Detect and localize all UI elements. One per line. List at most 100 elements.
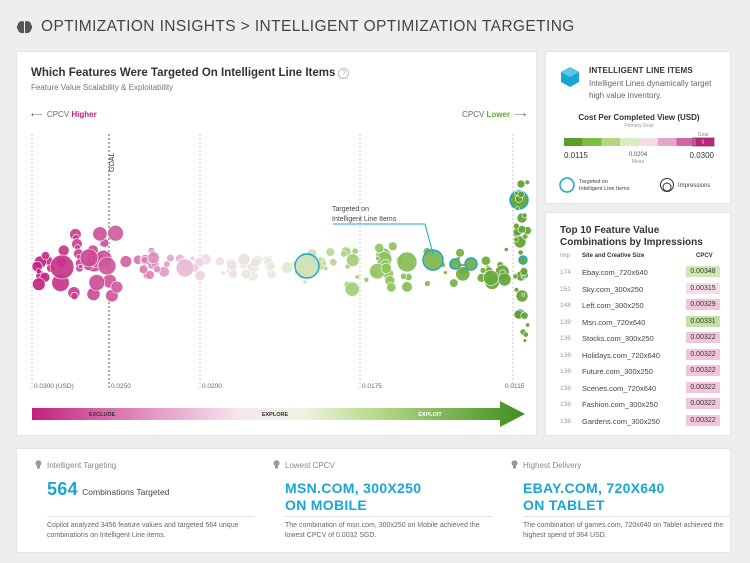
row-site: Fashion.com_300x250 [582,400,658,409]
callout-line2: Intelligent Line Items [332,216,397,223]
bubble [35,268,42,275]
col-header-site: Site and Creative Size [582,253,645,259]
bubble [449,278,459,288]
lightbulb-icon [35,460,42,469]
row-site: Future.com_300x250 [582,367,653,376]
row-impressions: 174 [560,269,571,276]
explore-exploit-arrow [32,401,525,427]
bubble [522,233,529,240]
bubble [266,269,277,280]
col-header-cpcv: CPCV [696,253,713,259]
bubble [388,241,398,251]
summary-note-2: The combination of msn.com, 300x250 on M… [285,522,480,539]
bubble [455,266,471,282]
bubble [70,292,79,301]
list-item[interactable]: 139 Msn.com_720x640 0.00331 [560,315,720,332]
bubble [497,272,512,287]
summary-heading-2: Lowest CPCV [285,461,335,470]
cpcv-lower-prefix: CPCV [462,110,485,119]
bubble [220,270,227,276]
row-cpcv: 0.00322 [686,332,720,343]
cost-scale-title: Cost Per Completed View (USD) [578,113,700,122]
list-item[interactable]: 136 Future.com_300x250 0.00322 [560,364,720,381]
bubble [346,253,360,267]
axis-tick-3: 0.0175 [362,383,382,390]
scale-mean-value: 0.0204 [629,152,648,158]
summary-divider-2 [285,516,493,517]
bubble-chart: GOAL Targeted on Intelligent Line Items … [31,134,532,427]
summary-heading-1: Intelligent Targeting [47,461,117,470]
lowest-cpcv-line2: ON MOBILE [285,497,368,513]
cpcv-lower-label: CPCV Lower ⟶ [462,110,526,119]
intelligent-title: INTELLIGENT LINE ITEMS [589,66,693,75]
legend-targeted-line2: Intelligent Line Items [579,186,630,192]
bubble [521,292,526,297]
combinations-count: 564 [47,479,78,499]
bubble [41,251,50,260]
list-item[interactable]: 136 Scenes.com_720x640 0.00322 [560,381,720,398]
targeted-bubble [464,257,478,271]
bubble [228,269,238,279]
hexagon-icon [561,67,579,87]
summary-divider-3 [523,516,731,517]
callout-line1: Targeted on [332,206,369,213]
list-item[interactable]: 136 Stocks.com_300x250 0.00322 [560,331,720,348]
legend-impressions: Impressions [678,183,710,189]
bubble [524,179,530,186]
bubble [455,248,465,258]
callout-leader [333,223,434,255]
bubble [522,331,529,338]
targeted-bubble [422,249,444,271]
row-impressions: 136 [560,384,571,392]
scale-high-value: 0.0300 [690,151,715,160]
summary-note-3: The combination of games.com, 720x640 on… [523,522,724,539]
summary-note-1: Copilot analyzed 3456 feature values and… [47,522,239,539]
panel-title-text: Which Features Were Targeted On Intellig… [31,67,336,79]
scale-low-value: 0.0115 [564,151,588,160]
row-cpcv: 0.00322 [686,398,720,409]
highest-delivery-line2: ON TABLET [523,497,605,513]
bubble [214,256,225,267]
row-cpcv: 0.00322 [686,414,720,426]
intelligent-line-items-panel: INTELLIGENT LINE ITEMS Intelligent Lines… [545,51,731,204]
axis-tick-2: 0.0200 [202,383,222,390]
bubble [147,251,160,264]
scale-cell [657,138,677,146]
col-header-imp: Imp [560,253,571,259]
list-item[interactable]: 151 Sky.com_300x250 0.00315 [560,282,720,299]
top10-panel: Top 10 Feature Value Combinations by Imp… [545,212,731,436]
arrow-label-exploit: EXPLOIT [418,412,442,418]
bubble [250,270,257,277]
bubble [97,256,117,276]
bubble-cluster [31,179,532,343]
scale-cells [564,138,714,146]
row-cpcv: 0.00348 [686,266,720,277]
bubble [512,222,520,230]
primary-goal-label: Primary Goal [624,123,654,129]
row-impressions: 136 [560,351,571,359]
bubble [92,226,108,242]
row-impressions: 136 [560,417,571,425]
bubble [363,277,370,283]
bubble [79,248,99,268]
help-icon[interactable]: ? [338,68,350,79]
scale-cell [620,138,639,146]
row-site: Sky.com_300x250 [582,284,644,294]
bubble [138,264,149,275]
bubble [240,268,251,280]
list-item[interactable]: 148 Left.com_300x250 0.00329 [560,298,720,315]
bubble [250,257,261,268]
axis-tick-4: 0.0115 [505,383,525,390]
bubble [480,255,491,266]
row-cpcv: 0.00331 [686,315,720,327]
cpcv-higher-word: Higher [71,110,97,119]
list-item[interactable]: 174 Ebay.com_720x640 0.00348 [560,265,720,282]
bubble [375,255,381,261]
cpcv-lower-word: Lower [486,110,511,119]
list-item[interactable]: 136 Fashion.com_300x250 0.00322 [560,397,720,414]
row-site: Scenes.com_720x640 [582,383,657,393]
list-item[interactable]: 136 Gardens.com_300x250 0.00322 [560,414,720,431]
list-item[interactable]: 136 Holidays.com_720x640 0.00322 [560,348,720,365]
row-impressions: 151 [560,285,571,293]
bubble [189,256,195,262]
